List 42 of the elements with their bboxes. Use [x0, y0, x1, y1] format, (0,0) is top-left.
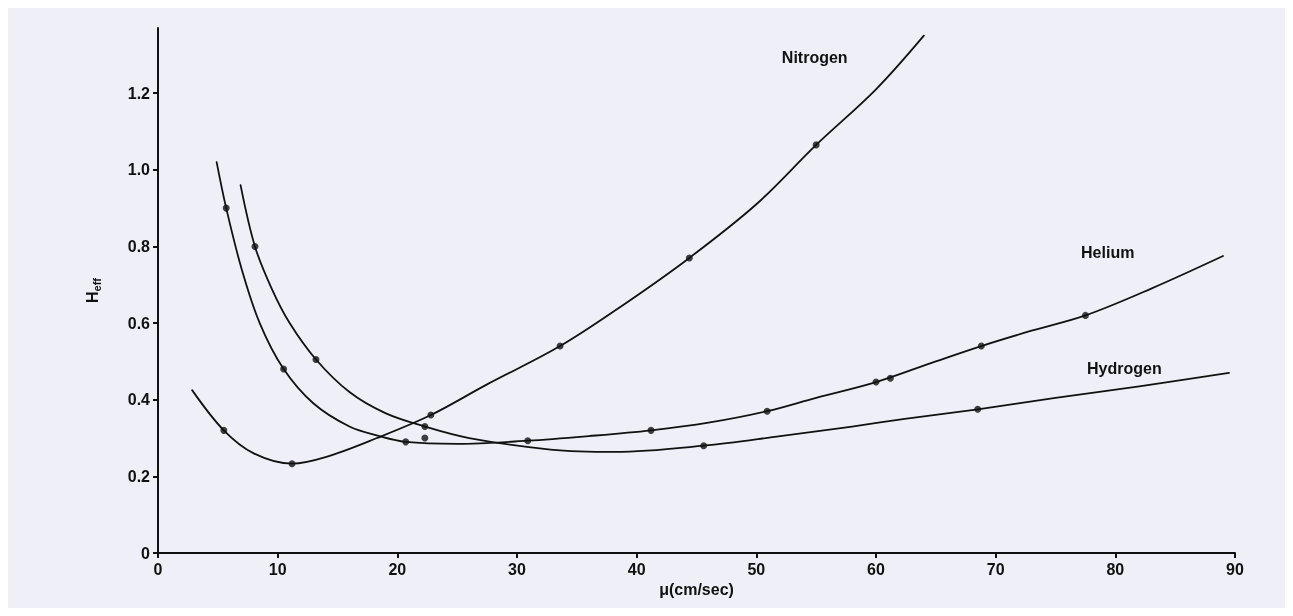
x-tick-label: 40 [627, 560, 646, 578]
point [886, 374, 894, 382]
point [280, 365, 288, 373]
point [812, 141, 820, 149]
series-label: Hydrogen [1087, 360, 1162, 378]
point [251, 242, 259, 250]
point [312, 355, 320, 363]
text: Helium [1081, 243, 1135, 261]
point [1081, 311, 1089, 319]
point [402, 438, 410, 446]
x-tick-label: 50 [747, 560, 766, 578]
point [647, 426, 655, 434]
point [427, 411, 435, 419]
x-tick-label: 60 [867, 560, 885, 578]
x-tick-label: 90 [1226, 560, 1244, 578]
x-tick-label: 0 [153, 560, 163, 578]
point [421, 434, 429, 442]
y-tick-label: 1.0 [127, 161, 151, 179]
point [220, 426, 228, 434]
point [977, 342, 985, 350]
y-tick-label: 0.4 [127, 391, 151, 409]
y-tick-label: 0.2 [127, 467, 151, 485]
x-axis-title: μ(cm/sec) [659, 581, 734, 599]
point [974, 405, 982, 413]
y-tick-label: 0.6 [127, 314, 151, 332]
y-tick-label: 0 [141, 544, 151, 562]
x-tick-label: 30 [508, 560, 526, 578]
point [685, 254, 693, 262]
x-tick-label: 20 [388, 560, 407, 578]
y-tick-label: 0.8 [127, 237, 151, 255]
x-tick-label: 10 [268, 560, 287, 578]
point [763, 407, 771, 415]
point [700, 442, 708, 450]
y-tick-label: 1.2 [127, 84, 151, 102]
point [524, 437, 532, 445]
point [421, 423, 429, 431]
x-tick-label: 70 [986, 560, 1005, 578]
x-tick-label: 80 [1106, 560, 1125, 578]
text: Nitrogen [781, 49, 848, 67]
y-axis-title: Heff [84, 277, 103, 303]
point [288, 460, 296, 468]
point [222, 204, 230, 212]
